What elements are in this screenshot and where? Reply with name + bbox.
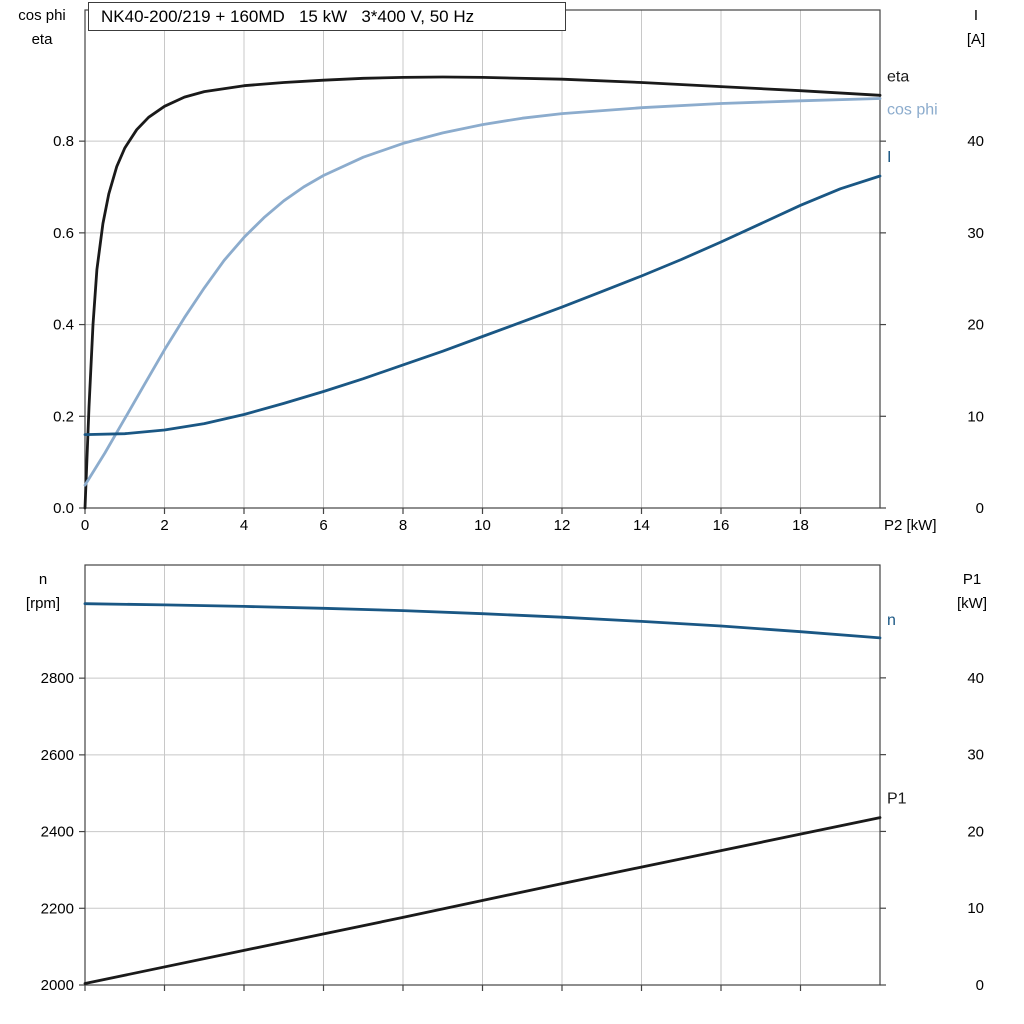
curve-eta — [83, 75, 882, 510]
bottom-left-axis-label-line2: [rpm] — [26, 595, 60, 612]
y-left-tick-label: 0.0 — [53, 500, 74, 517]
x-tick-label: 8 — [399, 517, 407, 534]
x-axis-label: P2 [kW] — [884, 517, 937, 534]
y-left-tick-label: 2600 — [41, 747, 74, 764]
generated-chart-layers: 0 2 4 6 8 10 12 14 16 18 0.0 0.2 0.4 0.6 0.8 0 10 20 30 40 e… — [41, 9, 984, 994]
x-tick-label: 0 — [81, 517, 89, 534]
curve-label-cos-phi: cos phi — [887, 102, 938, 119]
y-right-tick-label: 20 — [967, 317, 984, 334]
x-tick-label: 18 — [792, 517, 809, 534]
curve-label-n: n — [887, 612, 896, 629]
curve-i — [83, 174, 882, 437]
chart-title-box: NK40-200/219 + 160MD 15 kW 3*400 V, 50 H… — [88, 2, 566, 31]
y-right-tick-label: 20 — [967, 823, 984, 840]
y-left-tick-label: 0.8 — [53, 133, 74, 150]
y-right-tick-label: 10 — [967, 408, 984, 425]
x-tick-label: 16 — [713, 517, 730, 534]
curve-label-p1: P1 — [887, 791, 907, 808]
curve-p1 — [83, 816, 882, 985]
y-right-tick-label: 40 — [967, 670, 984, 687]
x-tick-label: 4 — [240, 517, 248, 534]
y-right-tick-label: 30 — [967, 747, 984, 764]
bottom-left-axis-label-line1: n — [39, 571, 47, 588]
y-left-tick-label: 0.6 — [53, 225, 74, 242]
curve-label-eta: eta — [887, 68, 909, 85]
axis-ticks — [79, 677, 886, 991]
chart-title: NK40-200/219 + 160MD 15 kW 3*400 V, 50 H… — [101, 6, 475, 26]
y-right-tick-label: 0 — [976, 977, 984, 994]
top-right-axis-label-line2: [A] — [967, 31, 985, 48]
x-tick-label: 2 — [160, 517, 168, 534]
y-right-tick-label: 40 — [967, 133, 984, 150]
chart-top: 0 2 4 6 8 10 12 14 16 18 0.0 0.2 0.4 0.6 0.8 0 10 20 30 40 e… — [53, 9, 984, 534]
x-tick-label: 10 — [474, 517, 491, 534]
top-left-axis-label-line1: cos phi — [18, 7, 66, 24]
x-tick-label: 14 — [633, 517, 650, 534]
bottom-right-axis-label-line1: P1 — [963, 571, 981, 588]
y-left-tick-label: 2200 — [41, 900, 74, 917]
y-left-tick-label: 2800 — [41, 670, 74, 687]
curve-cos-phi — [83, 97, 882, 487]
curve-label-i: I — [887, 149, 891, 166]
y-left-tick-label: 2000 — [41, 977, 74, 994]
y-left-tick-label: 0.2 — [53, 408, 74, 425]
tick-labels: 0 2 4 6 8 10 12 14 16 18 0.0 0.2 0.4 0.6 0.8 0 10 20 30 40 — [53, 133, 984, 534]
x-tick-label: 6 — [319, 517, 327, 534]
x-tick-label: 12 — [554, 517, 571, 534]
top-right-axis-label-line1: I — [974, 7, 978, 24]
tick-labels: 2000 2200 2400 2600 2800 0 10 20 30 40 — [41, 670, 984, 994]
curve-n — [83, 602, 882, 640]
chart-bottom: 2000 2200 2400 2600 2800 0 10 20 30 40 n P1 — [41, 564, 984, 994]
y-left-tick-label: 0.4 — [53, 317, 74, 334]
gridlines — [84, 10, 880, 509]
y-right-tick-label: 30 — [967, 225, 984, 242]
y-left-tick-label: 2400 — [41, 824, 74, 841]
top-left-axis-label-line2: eta — [32, 31, 54, 48]
y-right-tick-label: 10 — [967, 900, 984, 917]
y-right-tick-label: 0 — [976, 500, 984, 517]
bottom-right-axis-label-line2: [kW] — [957, 595, 987, 612]
